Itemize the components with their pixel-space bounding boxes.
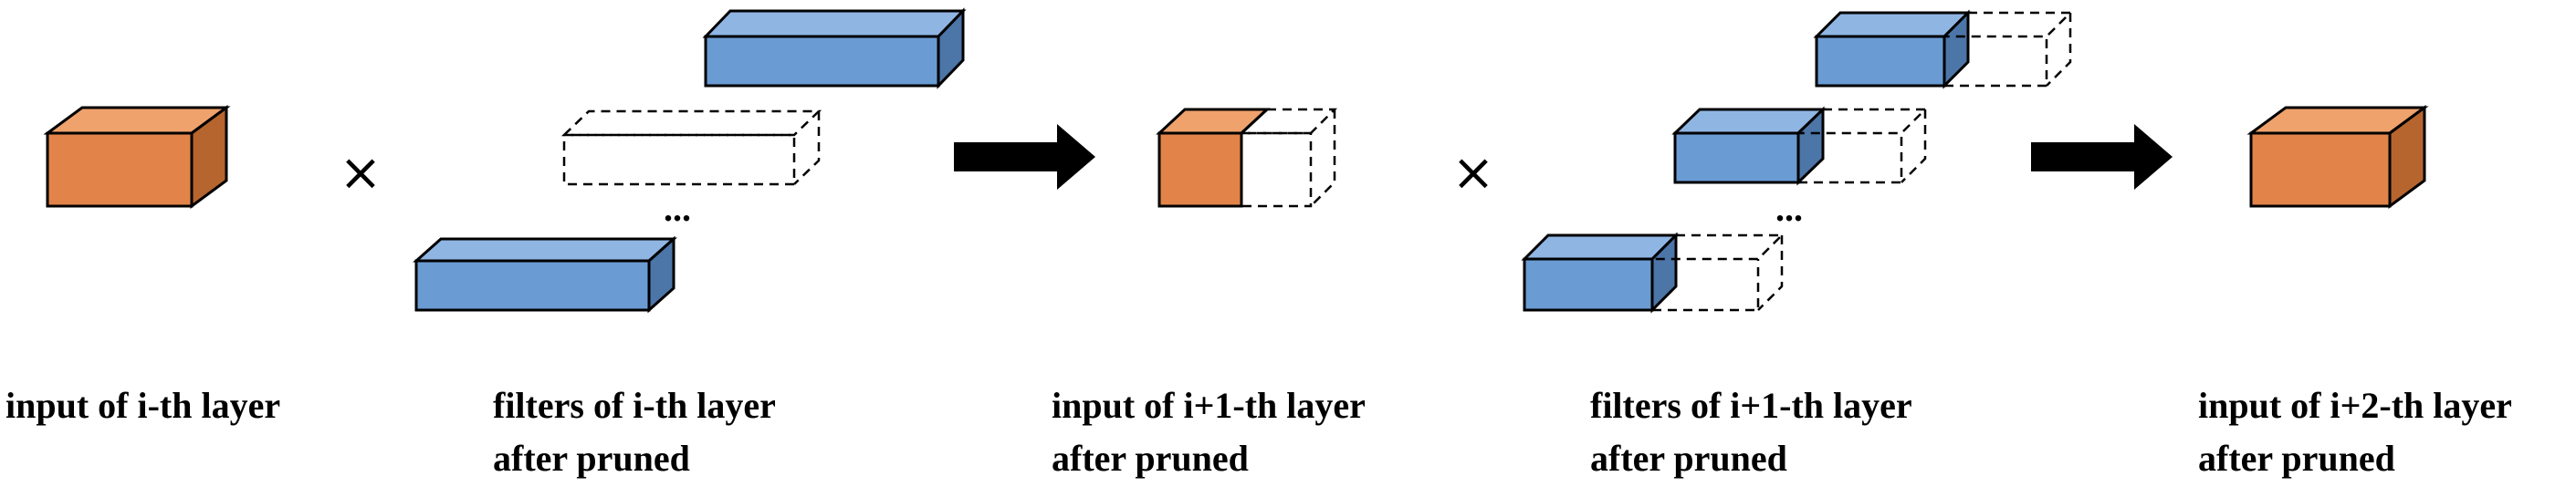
input-i2-block-front [2249,131,2392,208]
ellipsis-1: ... [664,188,691,229]
filter-i-pruned-block-front [562,133,796,186]
label-input-i: input of i-th layer [5,385,280,426]
input-i1-pruned-part-front [1240,131,1313,208]
filter-i1-middle-block [1671,106,1827,186]
label-filters-i-line2: after pruned [493,438,690,479]
label-input-i2-line2: after pruned [2198,438,2395,479]
filter-i1-bottom-block-side [1650,232,1678,314]
filter-i-top-block-front [704,35,940,88]
filter-i-pruned-block-top [560,109,822,137]
arrow-1 [954,124,1095,190]
filter-i-bottom-block-top [413,237,677,263]
filter-i1-middle-pruned-top [1798,108,1929,135]
input-i1-pruned-part-side [1310,109,1336,207]
filter-i1-top-block-top [1813,11,1972,38]
filter-i1-bottom-pruned-top [1652,233,1785,261]
filter-i1-middle-pruned-side [1901,109,1927,183]
filter-i1-top-pruned-top [1944,11,2074,38]
label-filters-i-line1: filters of i-th layer [493,385,776,426]
filter-i1-bottom-pruned [1652,233,1785,312]
filter-i1-top-block-side [1942,9,1970,89]
filter-i1-top-pruned-front [1944,36,2048,88]
label-filters-i1-line2: after pruned [1590,438,1787,479]
label-input-i1-line2: after pruned [1052,438,1249,479]
input-i1-pruned-part-top [1241,108,1338,135]
filter-i-bottom-block-front [414,259,651,312]
filter-i-top-block [702,7,967,89]
filter-i1-top-block-front [1815,35,1946,88]
input-i1-block-divider [1240,108,1269,135]
filter-i1-top-pruned [1944,11,2074,88]
input-i-block [43,105,231,209]
label-input-i1-line1: input of i+1-th layer [1052,385,1366,426]
filter-i1-bottom-block [1521,232,1680,314]
filter-i1-bottom-block-front [1523,257,1654,312]
filter-i1-middle-pruned-front [1798,133,1903,184]
ellipsis-2: ... [1775,188,1803,229]
input-i-block-front [46,131,194,208]
input-i1-block-top [1156,108,1271,135]
filter-i-pruned-block [560,109,822,186]
input-i1-pruned-part [1240,108,1338,208]
filter-i-pruned-block-side [793,111,821,185]
multiply-sign-2: × [1452,143,1495,202]
label-input-i2-line1: input of i+2-th layer [2198,385,2512,426]
filter-i1-middle-block-side [1796,106,1825,186]
filter-i-bottom-block [413,235,677,314]
filter-i1-bottom-pruned-front [1652,259,1760,312]
filter-i1-top-block [1813,9,1972,89]
multiply-sign-1: × [340,143,382,202]
filter-i1-bottom-pruned-side [1757,235,1784,311]
arrow-2 [2031,124,2173,190]
filter-i1-middle-pruned [1798,108,1929,184]
input-i2-block [2246,105,2429,209]
filter-i-top-block-top [702,9,967,38]
filter-i1-middle-block-front [1673,131,1800,184]
label-filters-i1-line1: filters of i+1-th layer [1590,385,1912,426]
input-i1-block-front [1157,131,1243,208]
filter-i1-bottom-block-top [1521,233,1680,261]
filter-i1-top-pruned-side [2046,13,2072,87]
